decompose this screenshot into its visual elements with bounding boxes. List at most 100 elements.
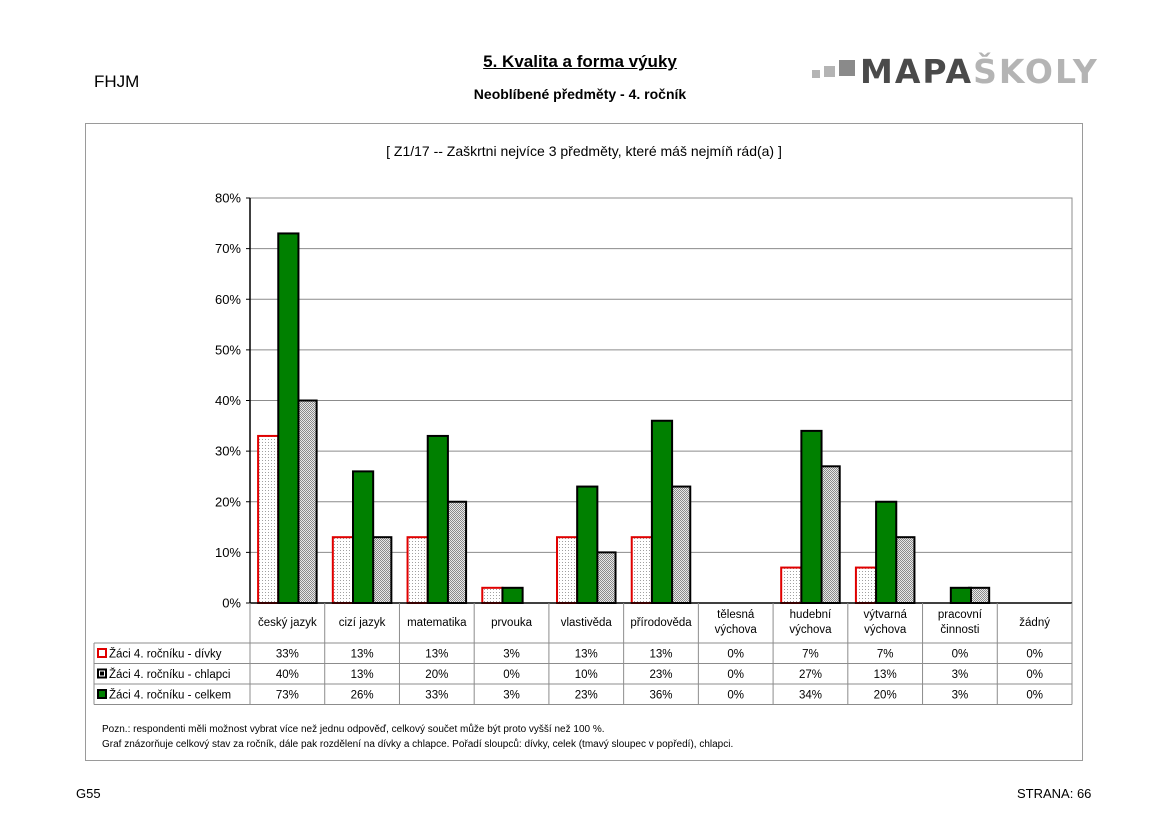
table-value: 0% <box>1026 669 1043 681</box>
y-tick-label: 20% <box>215 494 241 509</box>
table-value: 73% <box>276 690 299 702</box>
footer-code: G55 <box>76 786 101 801</box>
logo-text-dark: MAPA <box>860 52 974 91</box>
category-label: výtvarná <box>863 609 907 621</box>
table-value: 0% <box>727 669 744 681</box>
bar-chlapci <box>967 586 991 604</box>
table-value: 0% <box>952 649 969 661</box>
table-value: 3% <box>503 690 520 702</box>
table-value: 7% <box>802 649 819 661</box>
y-tick-label: 30% <box>215 444 241 459</box>
table-value: 0% <box>1026 690 1043 702</box>
table-value: 36% <box>649 690 672 702</box>
data-table: český jazyk cizí jazyk matematika prvouka vl… <box>93 603 1073 705</box>
table-value: 13% <box>351 669 374 681</box>
table-value: 13% <box>425 649 448 661</box>
table-value: 40% <box>276 669 299 681</box>
table-value: 33% <box>276 649 299 661</box>
legend-label-divky: Žáci 4. ročníku - dívky <box>109 648 222 661</box>
note-line-1: Pozn.: respondenti měli možnost vybrat v… <box>102 724 605 735</box>
table-value: 13% <box>575 649 598 661</box>
bar-celkem <box>501 586 524 604</box>
bar-chlapci <box>295 399 318 604</box>
table-value: 33% <box>425 690 448 702</box>
page-number: STRANA: 66 <box>1017 786 1092 801</box>
category-label: činnosti <box>940 624 979 636</box>
table-value: 13% <box>874 669 897 681</box>
y-tick-label: 0% <box>222 596 241 611</box>
bar-celkem <box>875 500 898 604</box>
table-value: 20% <box>874 690 897 702</box>
category-label: žádný <box>1019 617 1050 629</box>
table-value: 10% <box>575 669 598 681</box>
page-title: 5. Kvalita a forma výuky <box>483 52 677 71</box>
school-code: FHJM <box>94 72 140 91</box>
table-value: 27% <box>799 669 822 681</box>
logo-text-light: ŠKOLY <box>973 52 1099 91</box>
bar-divky <box>257 434 280 604</box>
table-value: 34% <box>799 690 822 702</box>
bar-chlapci <box>669 485 692 604</box>
category-label: pracovní <box>938 609 983 621</box>
bar-celkem <box>352 470 375 604</box>
bar-chlapci <box>594 551 617 604</box>
table-value: 7% <box>877 649 894 661</box>
category-label: výchova <box>715 624 758 636</box>
table-value: 23% <box>575 690 598 702</box>
bar-divky <box>630 536 653 604</box>
bar-divky <box>406 536 429 604</box>
category-label: matematika <box>407 617 467 629</box>
y-tick-label: 60% <box>215 292 241 307</box>
bar-chlapci <box>818 465 841 604</box>
legend-swatch-celkem <box>97 689 107 699</box>
chart-frame <box>85 123 1083 761</box>
category-label: přírodověda <box>630 617 692 629</box>
table-value: 13% <box>649 649 672 661</box>
legend-swatch-divky <box>97 648 107 658</box>
category-label: český jazyk <box>258 617 317 629</box>
legend-label-chlapci: Žáci 4. ročníku - chlapci <box>109 668 230 681</box>
table-value: 3% <box>503 649 520 661</box>
bar-divky <box>331 536 355 604</box>
chart-axes: 0% 10% 20% 30% 40% 50% 60% 70% 80% <box>215 191 1072 611</box>
table-value: 3% <box>952 690 969 702</box>
bar-celkem <box>277 232 300 604</box>
mapa-skoly-logo: MAPAŠKOLY <box>808 52 1097 91</box>
category-label: vlastivěda <box>561 617 613 629</box>
category-label: hudební <box>790 609 832 621</box>
category-label: tělesná <box>717 609 755 621</box>
note-line-2: Graf znázorňuje celkový stav za ročník, … <box>102 739 734 750</box>
bar-celkem <box>800 429 823 604</box>
y-tick-label: 10% <box>215 545 241 560</box>
y-tick-label: 80% <box>215 191 241 206</box>
category-label: prvouka <box>491 617 533 629</box>
category-label: cizí jazyk <box>339 617 386 629</box>
bar-divky <box>780 566 803 604</box>
category-label: výchova <box>864 624 907 636</box>
bar-celkem <box>650 419 674 604</box>
table-value: 23% <box>649 669 672 681</box>
table-value: 0% <box>503 669 520 681</box>
bar-celkem <box>576 485 599 604</box>
y-tick-label: 40% <box>215 393 241 408</box>
bar-celkem <box>426 434 449 604</box>
table-value: 3% <box>952 669 969 681</box>
bar-chlapci <box>370 536 393 604</box>
bar-celkem <box>949 586 972 604</box>
bar-divky <box>854 566 878 604</box>
question-text: [ Z1/17 -- Zaškrtni nejvíce 3 předměty, … <box>386 143 782 159</box>
table-value: 26% <box>351 690 374 702</box>
chart-bars <box>257 232 991 604</box>
table-value: 0% <box>727 649 744 661</box>
bar-divky <box>481 586 504 604</box>
table-value: 13% <box>351 649 374 661</box>
bar-chlapci <box>893 536 916 604</box>
bar-chlapci <box>444 500 468 604</box>
legend-swatch-inner <box>100 671 104 676</box>
table-value: 0% <box>727 690 744 702</box>
page-subtitle: Neoblíbené předměty - 4. ročník <box>473 86 687 102</box>
category-label: výchova <box>789 624 832 636</box>
table-value: 0% <box>1026 649 1043 661</box>
table-value: 20% <box>425 669 448 681</box>
